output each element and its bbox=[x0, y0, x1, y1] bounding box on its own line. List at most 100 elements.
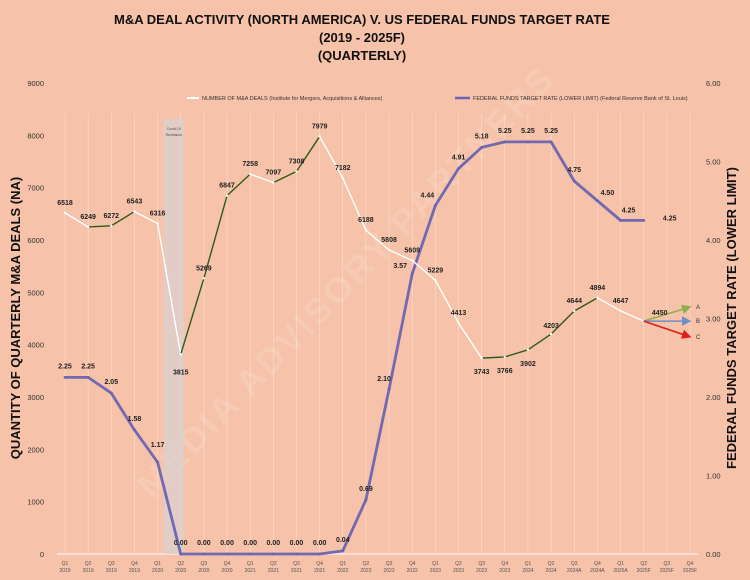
deals-point bbox=[387, 248, 391, 252]
rate-point bbox=[642, 218, 646, 222]
deals-data-label: 7258 bbox=[242, 161, 258, 168]
deals-data-label: 7308 bbox=[289, 159, 305, 166]
y-tick-right: 1.00 bbox=[706, 472, 721, 481]
chart-title-line-3: (QUARTERLY) bbox=[318, 48, 406, 63]
x-tick-label: Q3 bbox=[478, 561, 485, 567]
covid-annotation: Covid-19 Recession bbox=[163, 119, 185, 554]
deals-segment bbox=[573, 297, 599, 312]
x-tick-label-year: 2024A bbox=[590, 568, 605, 574]
x-tick-label: Q3 bbox=[571, 561, 578, 567]
x-tick-label: Q4 bbox=[409, 561, 416, 567]
deals-segment bbox=[203, 194, 228, 279]
chart-title-line-1: M&A DEAL ACTIVITY (NORTH AMERICA) V. US … bbox=[114, 12, 610, 27]
legend-rate-label: FEDERAL FUNDS TARGET RATE (LOWER LIMIT) … bbox=[473, 96, 688, 102]
deals-data-label: 4894 bbox=[590, 285, 606, 292]
rate-data-label: 4.75 bbox=[567, 167, 581, 174]
deals-segment bbox=[318, 135, 344, 179]
deals-segment bbox=[249, 173, 275, 184]
y-tick-right: 2.00 bbox=[706, 393, 721, 402]
y-tick-right: 0.00 bbox=[706, 550, 721, 559]
rate-data-label: 4.91 bbox=[452, 155, 466, 162]
y-tick-right: 3.00 bbox=[706, 315, 721, 324]
deals-point bbox=[434, 279, 437, 282]
deals-data-label: 5609 bbox=[404, 247, 420, 254]
deals-data-label: 6518 bbox=[57, 200, 73, 207]
forecast-label-c: C bbox=[696, 335, 701, 341]
deals-point bbox=[457, 321, 460, 325]
deals-point bbox=[364, 228, 368, 232]
rate-data-label: 5.25 bbox=[498, 128, 512, 135]
rate-data-label: 0.00 bbox=[197, 540, 211, 547]
x-tick-label-year: 2020 bbox=[221, 568, 232, 574]
forecast-label-a: A bbox=[696, 305, 700, 311]
deals-point bbox=[503, 355, 507, 359]
x-tick-label: Q2 bbox=[363, 561, 370, 567]
y-tick-right: 5.00 bbox=[706, 158, 721, 167]
deals-point bbox=[248, 172, 252, 176]
deals-data-label: 5229 bbox=[428, 267, 444, 274]
deals-data-label: 4450 bbox=[652, 310, 668, 317]
rate-data-label: 5.18 bbox=[475, 133, 489, 140]
rate-point bbox=[318, 552, 322, 556]
deals-segment bbox=[480, 356, 506, 359]
x-tick-label-year: 2024 bbox=[546, 568, 557, 574]
deals-segment bbox=[342, 177, 367, 231]
y-tick-left: 3000 bbox=[27, 393, 44, 402]
y-axis-label-left: QUANTITY OF QUARTERLY M&A DEALS (NA) bbox=[8, 177, 23, 459]
deals-point bbox=[225, 194, 229, 197]
deals-point bbox=[156, 222, 159, 225]
rate-point bbox=[248, 552, 252, 556]
deals-segment bbox=[388, 249, 413, 262]
x-tick-label-year: 2024 bbox=[522, 568, 533, 574]
axes: 0 1000 2000 3000 4000 5000 6000 7000 8000 9000 0.0… bbox=[27, 79, 720, 574]
x-tick-label: Q2 bbox=[177, 561, 184, 567]
deals-data-label: 6272 bbox=[104, 213, 120, 220]
x-tick-label-year: 2019 bbox=[83, 568, 94, 574]
deals-segment bbox=[550, 310, 575, 335]
deals-segment bbox=[457, 322, 483, 359]
watermark: MEDIA ADVISORY PARTNERS bbox=[129, 57, 564, 505]
covid-band bbox=[163, 119, 185, 554]
rate-point bbox=[410, 272, 414, 276]
legend: NUMBER OF M&A DEALS (Institute for Merge… bbox=[187, 96, 688, 102]
rate-point bbox=[596, 199, 599, 203]
deals-data-label: 3815 bbox=[173, 369, 189, 376]
deals-data-label: 6249 bbox=[80, 214, 96, 221]
rate-data-label: 4.44 bbox=[421, 192, 435, 199]
deals-point bbox=[133, 210, 136, 213]
x-tick-label-year: 2025F bbox=[637, 568, 651, 574]
deals-point bbox=[596, 296, 599, 300]
deals-point bbox=[202, 277, 206, 280]
x-tick-label: Q1 bbox=[432, 561, 439, 567]
rate-point bbox=[295, 552, 298, 556]
rate-point bbox=[619, 218, 622, 222]
deals-segment bbox=[156, 222, 182, 356]
forecast-label-b: B bbox=[696, 319, 700, 325]
rate-data-label: 1.17 bbox=[151, 442, 165, 449]
forecast-scenarios: A B C bbox=[643, 304, 701, 341]
deals-data-label: 7182 bbox=[335, 165, 351, 172]
chart-title-line-2: (2019 - 2025F) bbox=[319, 30, 405, 45]
deals-segment bbox=[619, 310, 645, 322]
deals-segment bbox=[596, 297, 622, 312]
x-tick-label-year: 2020 bbox=[152, 568, 163, 574]
y-axis-label-right: FEDERAL FUNDS TARGET RATE (LOWER LIMIT) bbox=[724, 167, 739, 469]
deals-data-label: 3902 bbox=[520, 361, 536, 368]
x-tick-label: Q3 bbox=[664, 561, 671, 567]
y-tick-left: 0 bbox=[40, 550, 44, 559]
y-tick-left: 8000 bbox=[27, 131, 44, 140]
rate-point bbox=[225, 552, 229, 556]
x-tick-label: Q1 bbox=[154, 561, 161, 567]
x-tick-label-year: 2025F bbox=[683, 568, 697, 574]
rate-point bbox=[109, 391, 113, 395]
deals-segment bbox=[411, 259, 437, 282]
x-tick-label: Q1 bbox=[525, 561, 532, 567]
rate-point bbox=[156, 460, 159, 464]
rate-data-label: 3.57 bbox=[393, 263, 407, 270]
deals-point bbox=[272, 181, 275, 184]
x-tick-label-year: 2023 bbox=[476, 568, 487, 574]
x-tick-label-year: 2023 bbox=[453, 568, 464, 574]
rate-data-label: 4.25 bbox=[663, 215, 677, 222]
deals-point bbox=[110, 224, 113, 227]
